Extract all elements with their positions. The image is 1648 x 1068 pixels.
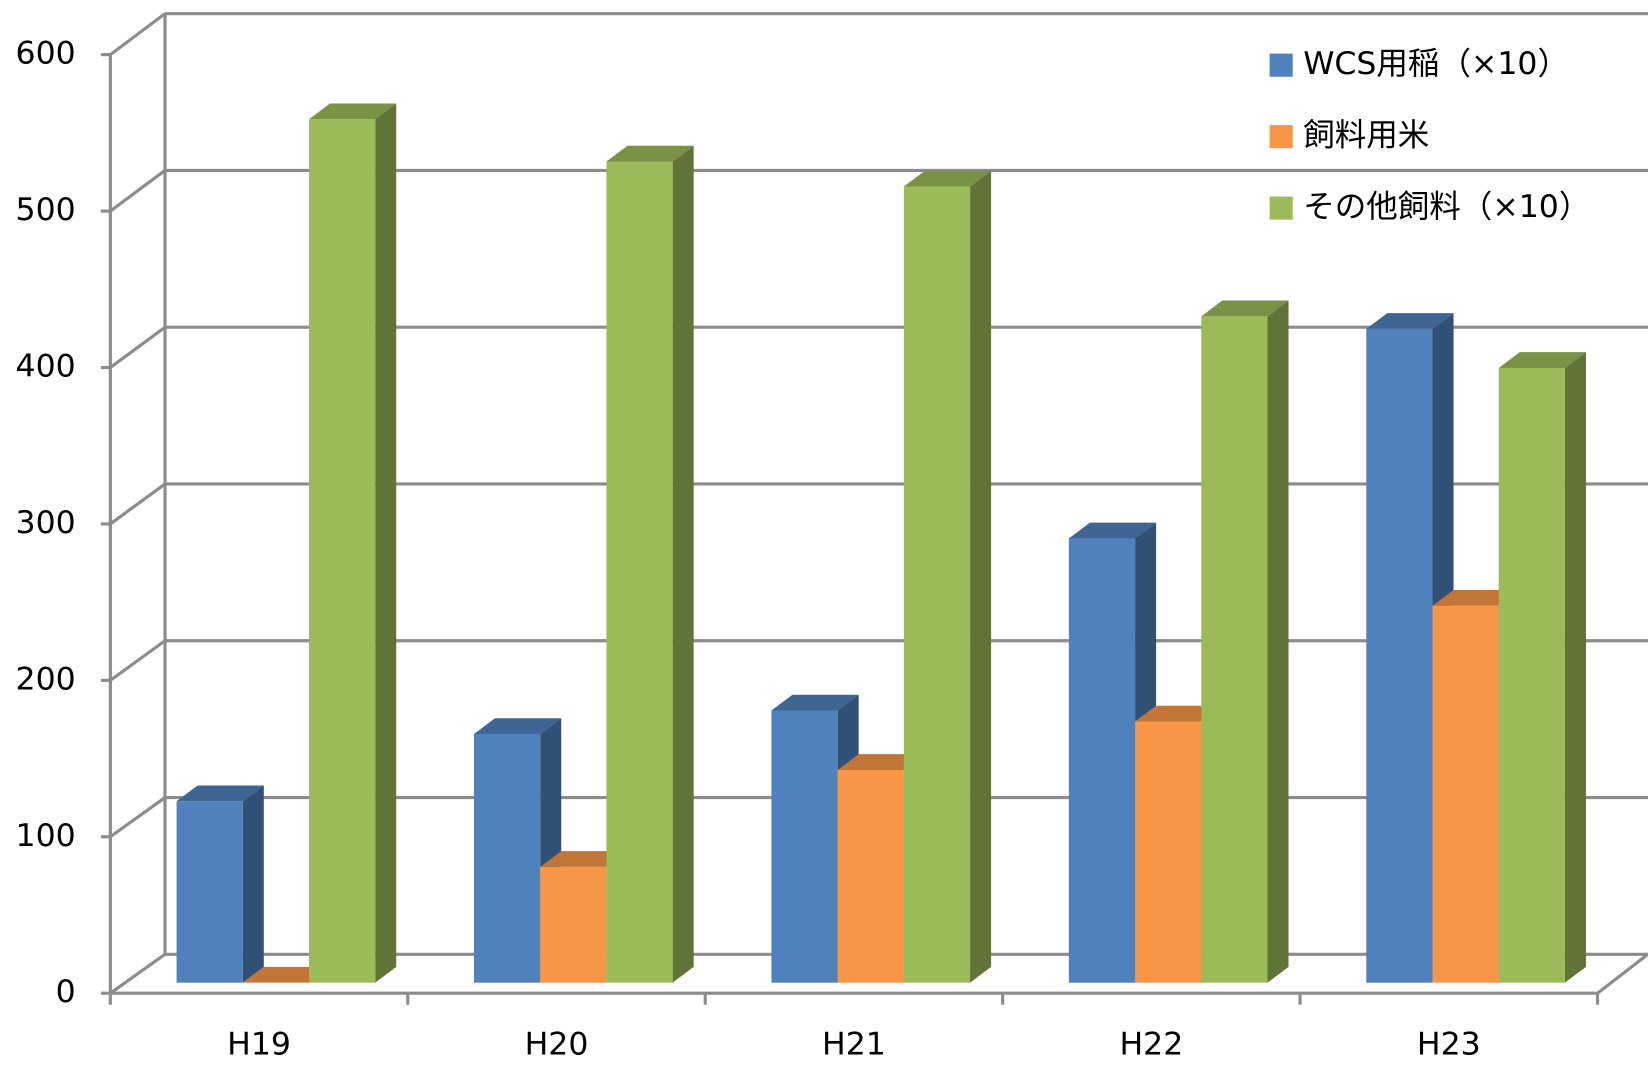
legend-swatch	[1269, 53, 1293, 77]
bar	[771, 710, 838, 983]
grid-line	[109, 169, 166, 213]
bar-top	[1498, 352, 1586, 368]
grid-line	[109, 639, 166, 682]
bar-side	[1267, 300, 1289, 983]
y-tick-label: 200	[16, 661, 76, 697]
y-tick-label: 500	[16, 192, 76, 228]
grid-line	[109, 796, 166, 839]
y-tick-label: 400	[16, 348, 76, 384]
bar	[1068, 538, 1136, 983]
x-tick-label: H19	[227, 1027, 291, 1063]
grid-line	[109, 953, 166, 995]
bar-side	[375, 103, 397, 983]
bar-side	[1564, 352, 1586, 983]
bar	[606, 161, 673, 983]
bar	[1201, 316, 1268, 983]
bar-top	[1366, 313, 1454, 329]
bar-top	[308, 103, 397, 120]
x-tick-label: H23	[1417, 1027, 1481, 1063]
y-tick-label: 300	[16, 505, 76, 541]
bar-top	[1135, 705, 1223, 722]
bar-top	[242, 966, 331, 983]
bar-side	[970, 170, 992, 983]
bar-side	[242, 785, 264, 983]
bar	[1498, 367, 1565, 983]
bar-top	[903, 170, 992, 187]
bar	[308, 119, 376, 983]
bar	[474, 733, 541, 983]
bar-top	[606, 145, 694, 162]
bar	[176, 801, 243, 983]
legend-label: 飼料用米	[1303, 118, 1429, 154]
bar-top	[1432, 589, 1520, 606]
bar-top	[1068, 522, 1157, 539]
bar-top	[837, 754, 925, 770]
bar	[1432, 605, 1499, 983]
legend-label: WCS用稲（×10）	[1303, 46, 1569, 82]
bar-top	[176, 785, 264, 802]
bar	[837, 769, 904, 983]
bar-top	[540, 851, 628, 867]
legend-swatch	[1269, 196, 1293, 220]
plot: 0 100 200 300 400 500 600 H19 H20 H21 H22 H23 WCS用稲（…	[16, 12, 1648, 1063]
x-tick-label: H22	[1119, 1027, 1183, 1063]
bar	[540, 866, 607, 983]
bar	[1135, 721, 1202, 983]
y-tick-label: 0	[56, 974, 76, 1010]
bar	[1366, 328, 1433, 983]
grid-line	[109, 12, 166, 56]
bar-top	[771, 694, 859, 711]
y-tick-label: 100	[16, 818, 76, 854]
bar-side	[672, 145, 694, 983]
legend-label: その他飼料（×10）	[1303, 189, 1590, 225]
grid-line	[109, 482, 166, 526]
y-tick-label: 600	[16, 36, 76, 72]
legend-swatch	[1269, 125, 1293, 149]
x-tick-label: H20	[525, 1027, 589, 1063]
bar-top	[1201, 300, 1289, 317]
bar-top	[474, 718, 562, 734]
grid-line	[109, 325, 166, 369]
bar	[903, 186, 971, 983]
x-tick-label: H21	[822, 1027, 886, 1063]
